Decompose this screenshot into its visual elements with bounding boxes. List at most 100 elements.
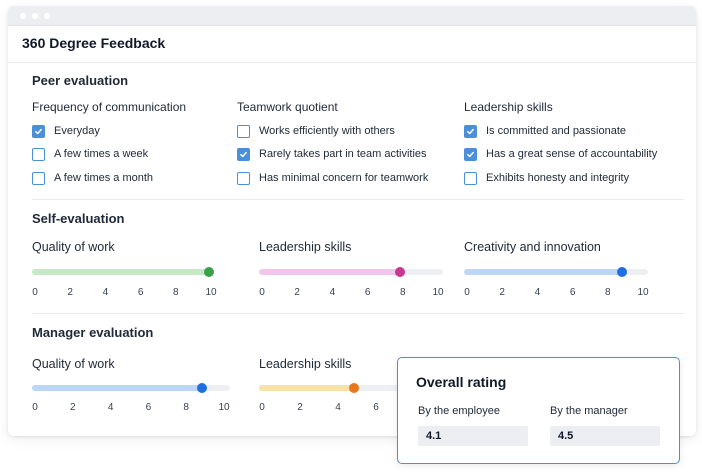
slider-thumb[interactable] [197,383,208,393]
checkbox-label: Exhibits honesty and integrity [486,172,630,184]
checkbox-label: Has a great sense of accountability [486,148,658,160]
checkbox-label: Works efficiently with others [259,125,395,137]
creativity-slider[interactable] [464,267,648,277]
manager-rating-label: By the manager [550,405,628,417]
slider-label: Quality of work [32,240,115,254]
slider-tick-label: 4 [335,402,341,413]
slider-tick-label: 8 [183,402,189,413]
slider-fill [464,269,623,275]
slider-tick-label: 6 [373,402,379,413]
slider-tick-label: 0 [259,287,265,298]
slider-fill [32,269,209,275]
checkbox[interactable] [464,171,477,185]
leadership-skills-slider[interactable] [259,267,443,277]
slider-scale: 0 2 4 6 [259,402,449,414]
checkbox-option[interactable]: Rarely takes part in team activities [237,147,427,161]
slider-thumb[interactable] [349,383,359,393]
manager-evaluation-title: Manager evaluation [32,325,154,340]
slider-scale: 0 2 4 6 8 10 [464,287,648,299]
slider-label: Leadership skills [259,357,352,371]
slider-tick-label: 10 [218,402,230,413]
checkbox-option[interactable]: Has a great sense of accountability [464,147,657,161]
self-evaluation-title: Self-evaluation [32,211,125,226]
peer-group-label: Frequency of communication [32,100,187,114]
checkbox[interactable] [464,124,477,138]
slider-tick-label: 6 [145,402,152,413]
manager-quality-slider[interactable] [32,383,230,393]
checkbox[interactable] [237,124,250,138]
slider-fill [32,385,203,391]
checkbox-label: A few times a week [54,148,149,160]
slider-tick-label: 0 [464,287,470,298]
slider-tick-label: 4 [329,287,336,298]
peer-group-label: Leadership skills [464,100,553,114]
section-divider [32,313,684,314]
slider-tick-label: 10 [432,287,444,298]
app-window: 360 Degree Feedback Peer evaluation Freq… [8,6,696,436]
checkmark-icon [240,151,247,157]
slider-scale: 0 2 4 6 8 10 [32,287,216,299]
slider-tick-label: 2 [294,287,300,298]
manager-leadership-slider[interactable] [259,383,404,393]
slider-tick-label: 6 [364,287,371,298]
slider-thumb[interactable] [204,267,214,277]
checkbox-option[interactable]: Works efficiently with others [237,124,395,138]
slider-tick-label: 0 [259,402,265,413]
slider-tick-label: 6 [137,287,144,298]
checkbox-label: Is committed and passionate [486,125,627,137]
slider-tick-label: 2 [297,402,303,413]
section-divider [32,199,684,200]
slider-fill [259,385,354,391]
checkbox-option[interactable]: Has minimal concern for teamwork [237,171,428,185]
slider-scale: 0 2 4 6 8 10 [32,402,229,414]
checkbox-label: Rarely takes part in team activities [259,148,427,160]
slider-tick-label: 4 [102,287,109,298]
header-divider [8,62,696,63]
manager-rating-value: 4.5 [550,426,660,446]
checkbox-label: Has minimal concern for teamwork [259,172,429,184]
slider-tick-label: 0 [32,402,38,413]
window-titlebar [8,6,696,26]
slider-label: Leadership skills [259,240,352,254]
slider-tick-label: 2 [67,287,73,298]
slider-tick-label: 10 [637,287,649,298]
overall-rating-card: Overall rating By the employee 4.1 By th… [397,357,680,464]
checkbox-option[interactable]: Exhibits honesty and integrity [464,171,629,185]
checkbox[interactable] [237,171,250,185]
checkbox-option[interactable]: A few times a month [32,171,153,185]
slider-tick-label: 4 [107,402,114,413]
checkbox-label: A few times a month [54,172,154,184]
checkbox-label: Everyday [54,125,100,137]
slider-scale: 0 2 4 6 8 10 [259,287,443,299]
checkbox-option[interactable]: Everyday [32,124,100,138]
peer-group-label: Teamwork quotient [237,100,338,114]
employee-rating-value: 4.1 [418,426,528,446]
employee-rating-label: By the employee [418,405,500,417]
slider-tick-label: 8 [400,287,406,298]
checkbox[interactable] [32,147,45,161]
window-dot-icon[interactable] [44,13,50,19]
checkmark-icon [35,128,42,134]
slider-tick-label: 2 [499,287,505,298]
slider-thumb[interactable] [394,267,405,277]
window-dot-icon[interactable] [20,13,26,19]
checkbox-option[interactable]: A few times a week [32,147,148,161]
app-title: 360 Degree Feedback [22,35,166,51]
slider-thumb[interactable] [617,267,628,277]
peer-evaluation-title: Peer evaluation [32,73,129,88]
slider-label: Quality of work [32,357,115,371]
checkbox[interactable] [464,147,477,161]
slider-tick-label: 0 [32,287,38,298]
slider-tick-label: 10 [205,287,217,298]
checkbox[interactable] [237,147,250,161]
quality-of-work-slider[interactable] [32,267,214,277]
slider-tick-label: 2 [70,402,76,413]
checkmark-icon [467,128,474,134]
slider-tick-label: 6 [569,287,576,298]
slider-tick-label: 8 [173,287,179,298]
window-dot-icon[interactable] [32,13,38,19]
checkbox[interactable] [32,171,45,185]
checkbox-option[interactable]: Is committed and passionate [464,124,626,138]
checkbox[interactable] [32,124,45,138]
slider-tick-label: 4 [534,287,541,298]
